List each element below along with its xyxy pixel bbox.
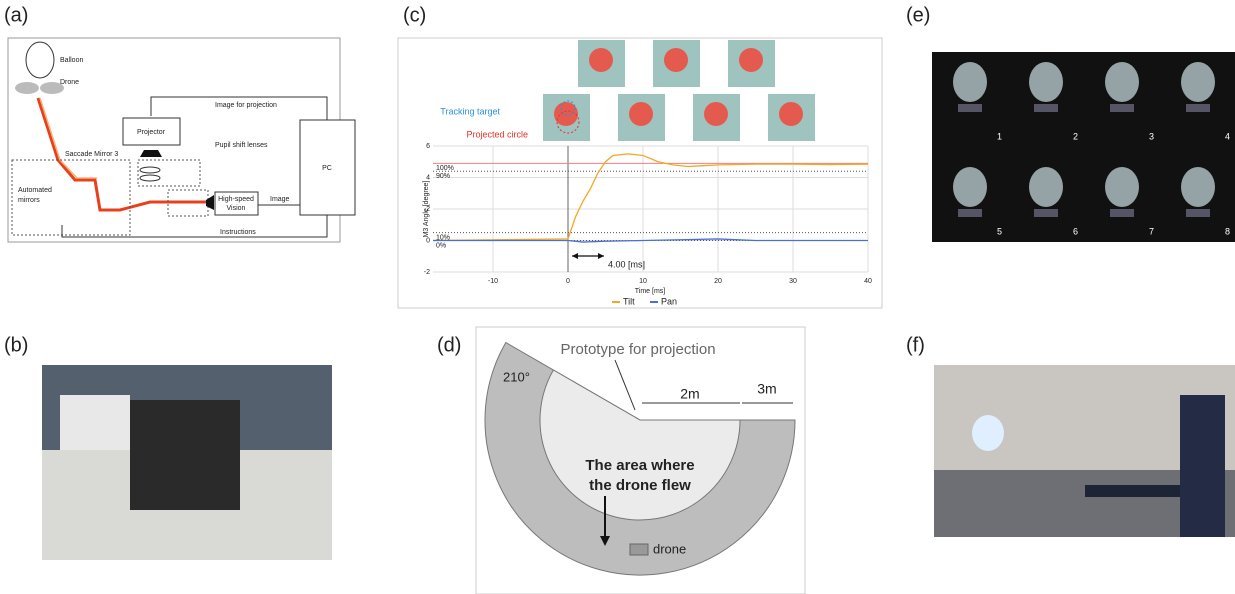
balloon <box>953 62 987 102</box>
frame-number: 6 <box>1073 226 1078 236</box>
reference-label: 0% <box>436 242 446 249</box>
annotation: Tracking target <box>440 106 500 116</box>
x-tick-label: 0 <box>566 278 570 285</box>
drone <box>958 104 982 112</box>
label: 3m <box>757 381 776 397</box>
frames: 1 2 3 4 5 6 7 8 <box>932 52 1235 242</box>
drone <box>1110 104 1134 112</box>
frame-number: 3 <box>1149 131 1154 141</box>
thumbnail-spot <box>704 102 728 126</box>
legend-label: drone <box>653 541 686 556</box>
photo-projector <box>60 395 130 450</box>
label: Projector <box>137 129 166 136</box>
panel-label: (b) <box>4 334 28 356</box>
photo-balloon <box>972 415 1004 451</box>
label: High-speed <box>218 196 254 203</box>
x-axis-title: Time [ms] <box>635 288 666 295</box>
thumbnail-spot <box>629 102 653 126</box>
balloon <box>1181 167 1215 207</box>
drone-icon <box>15 82 39 94</box>
frame-number: 5 <box>997 226 1002 236</box>
panel-label: (d) <box>437 334 461 356</box>
frame-number: 8 <box>1225 226 1230 236</box>
legend-swatch <box>630 544 648 555</box>
title: Prototype for projection <box>560 341 715 358</box>
panel-label: (c) <box>403 4 426 26</box>
chart: Tracking target Projected circle 4.00 [m… <box>398 38 882 308</box>
annotation: Projected circle <box>466 129 528 139</box>
panel-label: (e) <box>906 4 930 26</box>
label: mirrors <box>18 197 40 204</box>
label: Image for projection <box>215 102 277 109</box>
x-tick-label: 30 <box>789 278 797 285</box>
drone <box>958 209 982 217</box>
x-tick-label: 10 <box>639 278 647 285</box>
drone <box>1034 209 1058 217</box>
x-tick-label: -10 <box>488 278 498 285</box>
label: 210° <box>503 369 530 384</box>
diagram-a: Balloon Drone Projector Image for projec… <box>8 38 355 242</box>
balloon <box>1181 62 1215 102</box>
label: Balloon <box>60 57 83 64</box>
y-tick-label: 4 <box>426 174 430 181</box>
frame-number: 4 <box>1225 131 1230 141</box>
balloon <box>953 167 987 207</box>
legend-label: Tilt <box>623 296 635 306</box>
legend-label: Pan <box>661 296 677 306</box>
balloon-icon <box>26 42 54 78</box>
x-tick-label: 40 <box>864 278 872 285</box>
x-tick-label: 20 <box>714 278 722 285</box>
label: The area where <box>585 457 694 474</box>
drone <box>1110 209 1134 217</box>
y-tick-label: 0 <box>426 237 430 244</box>
label: Image <box>270 196 290 203</box>
balloon <box>1029 62 1063 102</box>
frame-number: 2 <box>1073 131 1078 141</box>
label: Instructions <box>220 229 256 236</box>
y-tick-label: 6 <box>426 143 430 150</box>
photo-person <box>1180 395 1225 537</box>
page: (a) (b) (c) (d) (e) (f) Balloon Drone Pr… <box>0 0 1235 594</box>
label: Automated <box>18 187 52 194</box>
frame-number: 7 <box>1149 226 1154 236</box>
balloon <box>1029 167 1063 207</box>
y-tick-label: 2 <box>426 206 430 213</box>
photo-device <box>130 400 240 510</box>
drone <box>1186 209 1210 217</box>
thumbnail-spot <box>779 102 803 126</box>
balloon <box>1105 167 1139 207</box>
panel-label: (a) <box>4 4 28 26</box>
balloon <box>1105 62 1139 102</box>
drone <box>1034 104 1058 112</box>
thumbnail-spot <box>739 48 763 72</box>
label: Saccade Mirror 3 <box>65 151 118 158</box>
thumbnail-spot <box>664 48 688 72</box>
diagram-d: Prototype for projection 210° 2m 3m The … <box>476 327 805 594</box>
label: Drone <box>60 79 79 86</box>
label: Pupil shift lenses <box>215 142 268 149</box>
label: Vision <box>227 205 246 212</box>
frame-number: 1 <box>997 131 1002 141</box>
figure: (a) (b) (c) (d) (e) (f) Balloon Drone Pr… <box>0 0 1235 594</box>
drone <box>1186 104 1210 112</box>
annotation: 4.00 [ms] <box>608 259 645 269</box>
label: PC <box>322 165 332 172</box>
label: the drone flew <box>589 477 691 494</box>
label: 2m <box>680 386 699 402</box>
thumbnail-spot <box>589 48 613 72</box>
y-tick-label: -2 <box>424 269 430 276</box>
reference-label: 90% <box>436 173 450 180</box>
panel-label: (f) <box>906 334 925 356</box>
